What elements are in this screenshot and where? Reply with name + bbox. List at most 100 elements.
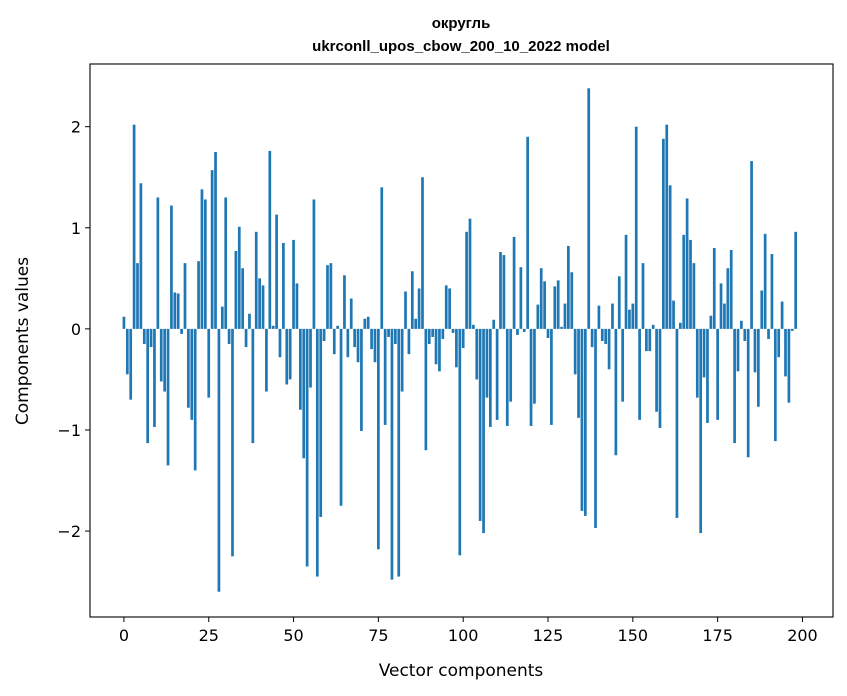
bar-179 — [729, 250, 733, 329]
bar-7 — [146, 328, 150, 444]
bar-131 — [567, 245, 570, 329]
bar-140 — [597, 305, 601, 329]
chart-title-line-1: округль — [432, 15, 491, 32]
bar-124 — [543, 281, 546, 329]
bar-130 — [563, 303, 567, 329]
bar-35 — [241, 268, 245, 329]
bar-151 — [634, 126, 638, 329]
bar-137 — [587, 88, 591, 329]
bar-109 — [492, 319, 496, 329]
bar-158 — [658, 328, 662, 428]
bar-181 — [736, 328, 740, 372]
bar-144 — [611, 303, 614, 329]
bar-128 — [556, 280, 560, 329]
bar-135 — [580, 328, 584, 511]
bar-67 — [349, 298, 353, 329]
bar-46 — [278, 328, 282, 358]
bar-86 — [414, 318, 418, 329]
bar-197 — [790, 328, 794, 331]
x-tick-label: 0 — [119, 626, 129, 645]
bar-90 — [427, 328, 431, 345]
bar-163 — [675, 328, 679, 518]
bar-164 — [678, 322, 682, 329]
bar-11 — [159, 328, 163, 382]
bar-193 — [777, 328, 781, 358]
bar-185 — [750, 161, 753, 329]
bar-10 — [156, 197, 160, 329]
bar-143 — [607, 328, 611, 370]
bar-60 — [326, 265, 329, 329]
bar-118 — [522, 328, 526, 332]
bar-62 — [332, 328, 336, 355]
bar-114 — [509, 328, 513, 402]
bar-138 — [590, 328, 594, 348]
bar-152 — [638, 328, 641, 420]
bar-161 — [668, 185, 672, 329]
bar-134 — [577, 328, 580, 418]
bar-175 — [716, 328, 719, 420]
bar-153 — [641, 263, 645, 329]
bar-129 — [560, 326, 563, 329]
bar-149 — [628, 309, 631, 329]
bar-59 — [322, 328, 326, 341]
bar-93 — [438, 328, 441, 372]
bar-145 — [614, 328, 618, 456]
x-axis-label: Vector components — [379, 661, 544, 681]
bar-146 — [617, 276, 621, 329]
bar-18 — [183, 263, 187, 329]
bar-4 — [136, 263, 139, 329]
bar-34 — [237, 226, 241, 329]
bar-178 — [726, 268, 730, 329]
bar-91 — [431, 328, 435, 337]
bar-20 — [190, 328, 194, 420]
x-tick-label: 150 — [618, 626, 649, 645]
bar-180 — [733, 328, 736, 444]
bar-99 — [458, 328, 462, 556]
bar-191 — [770, 254, 774, 329]
bar-32 — [231, 328, 234, 557]
bar-85 — [410, 271, 414, 329]
x-axis-ticks: 0 25 50 75 100 125 150 175 200 — [119, 617, 818, 645]
bar-61 — [329, 263, 333, 329]
x-tick-label: 25 — [199, 626, 219, 645]
bar-94 — [441, 328, 445, 339]
plot-frame — [89, 63, 834, 618]
bar-154 — [645, 328, 648, 352]
bar-69 — [356, 328, 360, 363]
bar-36 — [244, 328, 248, 348]
y-axis-ticks: −2 −1 0 1 2 — [57, 118, 90, 541]
y-tick-label: 1 — [71, 219, 81, 238]
bar-31 — [227, 328, 231, 345]
bar-198 — [794, 231, 798, 329]
bar-192 — [773, 328, 777, 442]
bar-184 — [746, 328, 750, 458]
bar-92 — [434, 328, 438, 365]
bar-63 — [336, 325, 340, 329]
bar-78 — [387, 328, 390, 337]
bar-115 — [512, 236, 516, 329]
bar-119 — [526, 136, 530, 329]
bar-123 — [539, 268, 543, 329]
bar-190 — [767, 328, 770, 339]
bar-174 — [712, 248, 716, 329]
chart-title-line-2: ukrconll_upos_cbow_200_10_2022 model — [312, 38, 610, 55]
bar-88 — [421, 177, 424, 329]
y-tick-label: 0 — [71, 320, 81, 339]
bar-44 — [271, 325, 275, 329]
bar-141 — [600, 328, 604, 341]
bar-156 — [651, 324, 655, 329]
bar-125 — [546, 328, 550, 338]
x-tick-label: 200 — [787, 626, 818, 645]
bar-52 — [298, 328, 302, 410]
bar-121 — [533, 328, 536, 404]
bar-82 — [400, 328, 404, 392]
bar-108 — [488, 328, 492, 427]
bar-132 — [570, 272, 574, 329]
bar-2 — [129, 328, 133, 400]
x-tick-label: 125 — [533, 626, 564, 645]
bar-102 — [468, 218, 472, 329]
bar-1 — [125, 328, 129, 375]
bar-136 — [583, 328, 587, 516]
bar-167 — [689, 239, 692, 329]
